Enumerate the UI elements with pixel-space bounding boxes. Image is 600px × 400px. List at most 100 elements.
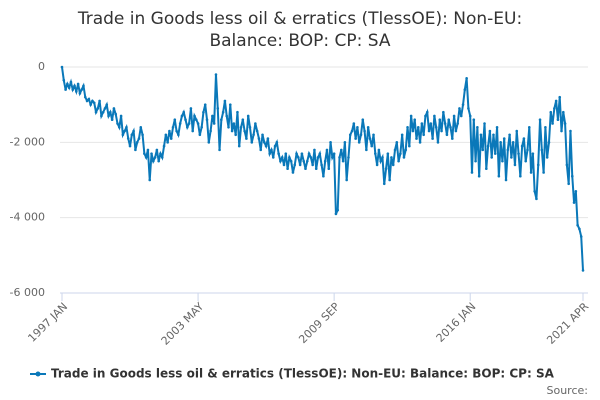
point xyxy=(289,159,293,163)
point xyxy=(193,114,196,118)
point xyxy=(366,125,370,129)
point xyxy=(194,118,198,122)
point xyxy=(121,133,125,137)
point xyxy=(461,103,465,106)
point xyxy=(579,235,583,238)
point xyxy=(449,125,452,129)
point xyxy=(565,163,569,167)
point xyxy=(395,141,399,144)
point xyxy=(209,129,212,133)
point xyxy=(465,77,468,80)
point xyxy=(266,137,270,140)
point xyxy=(107,114,110,118)
point xyxy=(132,129,135,133)
point xyxy=(125,125,128,129)
point xyxy=(110,118,114,122)
point xyxy=(243,129,246,133)
point xyxy=(332,152,336,155)
point xyxy=(261,133,264,137)
point xyxy=(117,125,121,129)
point xyxy=(372,133,375,137)
point xyxy=(241,118,245,122)
y-tick-label: 0 xyxy=(38,60,45,73)
point xyxy=(67,86,71,90)
point xyxy=(116,122,119,125)
point xyxy=(105,103,109,106)
point xyxy=(89,103,92,106)
point xyxy=(205,118,209,122)
point xyxy=(311,163,314,167)
x-tick-label: 2021 APR xyxy=(544,300,591,347)
point xyxy=(268,152,271,155)
point xyxy=(254,122,257,125)
point xyxy=(413,118,417,122)
point xyxy=(76,82,80,86)
point xyxy=(468,114,472,118)
point xyxy=(73,84,76,88)
point xyxy=(436,141,440,144)
point xyxy=(168,129,171,133)
point xyxy=(554,99,558,103)
point xyxy=(379,159,382,163)
point xyxy=(279,159,282,163)
point xyxy=(313,148,316,152)
point xyxy=(191,129,194,133)
point xyxy=(519,174,522,178)
point xyxy=(408,144,411,148)
point xyxy=(445,133,449,137)
point xyxy=(397,159,400,163)
point xyxy=(359,133,363,137)
point xyxy=(334,212,338,216)
point xyxy=(146,148,150,152)
point xyxy=(327,167,331,170)
point xyxy=(75,90,78,93)
point xyxy=(232,122,236,125)
point xyxy=(513,163,517,167)
point xyxy=(429,122,433,125)
point xyxy=(69,80,73,84)
point xyxy=(227,125,230,129)
point xyxy=(558,95,562,99)
point xyxy=(493,152,497,155)
point xyxy=(354,137,357,140)
point xyxy=(230,129,234,133)
source: Source: xyxy=(547,384,589,397)
point xyxy=(538,118,542,122)
point xyxy=(286,167,289,170)
point xyxy=(551,122,554,125)
point xyxy=(574,190,578,193)
point xyxy=(94,110,98,114)
point xyxy=(411,129,415,133)
point xyxy=(291,171,295,174)
point xyxy=(415,137,418,140)
point xyxy=(501,159,504,163)
point xyxy=(239,125,243,129)
point xyxy=(377,148,381,152)
point xyxy=(424,114,427,118)
point xyxy=(71,88,75,91)
point xyxy=(130,133,134,137)
chart-title: Trade in Goods less oil & erratics (Tles… xyxy=(77,9,523,51)
point xyxy=(169,137,173,140)
point xyxy=(347,156,350,159)
point xyxy=(263,141,266,144)
point xyxy=(196,122,200,125)
point xyxy=(216,107,220,110)
point xyxy=(563,122,567,125)
point xyxy=(535,197,538,201)
point xyxy=(533,190,536,193)
point xyxy=(510,156,513,159)
point xyxy=(316,156,320,159)
point xyxy=(483,122,486,125)
point xyxy=(438,118,442,122)
point xyxy=(345,178,348,182)
point xyxy=(388,178,391,182)
point xyxy=(246,114,250,118)
point xyxy=(529,171,533,174)
point xyxy=(148,178,152,182)
point xyxy=(207,141,211,144)
point xyxy=(82,84,85,88)
point xyxy=(214,73,218,76)
point xyxy=(382,182,386,186)
